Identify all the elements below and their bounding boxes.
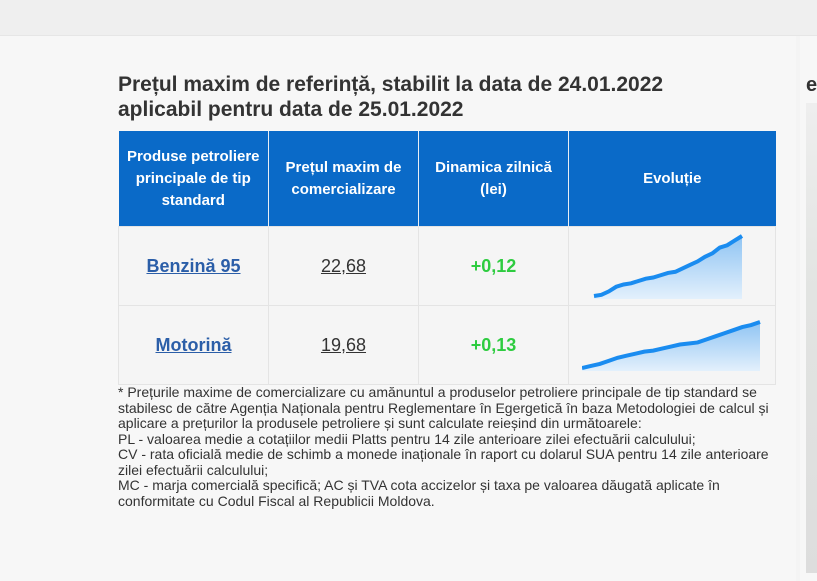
sidebar-image <box>806 103 817 573</box>
sparkline-area <box>594 236 742 299</box>
dynamic-value: +0,13 <box>470 334 517 355</box>
sidebar-title: e <box>806 74 817 96</box>
price-value[interactable]: 22,68 <box>320 255 367 276</box>
sparkline-line <box>582 320 761 370</box>
price-value[interactable]: 19,68 <box>320 334 367 355</box>
footnote: * Prețurile maxime de comercializare cu … <box>118 384 778 509</box>
footnote-cv: CV - rata oficială medie de schimb a mon… <box>118 446 769 478</box>
title-line-1: Prețul maxim de referință, stabilit la d… <box>118 73 664 96</box>
dynamic-value: +0,12 <box>470 255 517 276</box>
title-line-2: aplicabil pentru data de 25.01.2022 <box>118 98 464 121</box>
sparkline-area <box>582 322 760 371</box>
header-product: Produse petroliere principale de tip sta… <box>118 131 269 227</box>
price-table: Produse petroliere principale de tip sta… <box>118 131 776 385</box>
table-row: Motorină 19,68 +0,13 <box>118 305 776 385</box>
header-price: Prețul maxim de comercializare <box>268 131 419 227</box>
sparkline-line <box>593 234 744 298</box>
header-dynamic: Dinamica zilnică (lei) <box>418 131 569 227</box>
footnote-mc: MC - marja comercială specifică; AC și T… <box>118 477 720 509</box>
top-bar <box>0 0 817 36</box>
header-evolution: Evoluție <box>568 131 776 227</box>
footnote-pl: PL - valoarea medie a cotațiilor medii P… <box>118 430 696 447</box>
evolution-sparkline <box>582 320 761 371</box>
product-link-motorina[interactable]: Motorină <box>155 334 232 355</box>
table-row: Benzină 95 22,68 +0,12 <box>118 226 776 306</box>
product-link-benzina[interactable]: Benzină 95 <box>146 255 241 276</box>
evolution-sparkline <box>593 234 744 299</box>
page-title: Prețul maxim de referință, stabilit la d… <box>118 72 778 122</box>
footnote-intro: * Prețurile maxime de comercializare cu … <box>118 384 769 431</box>
